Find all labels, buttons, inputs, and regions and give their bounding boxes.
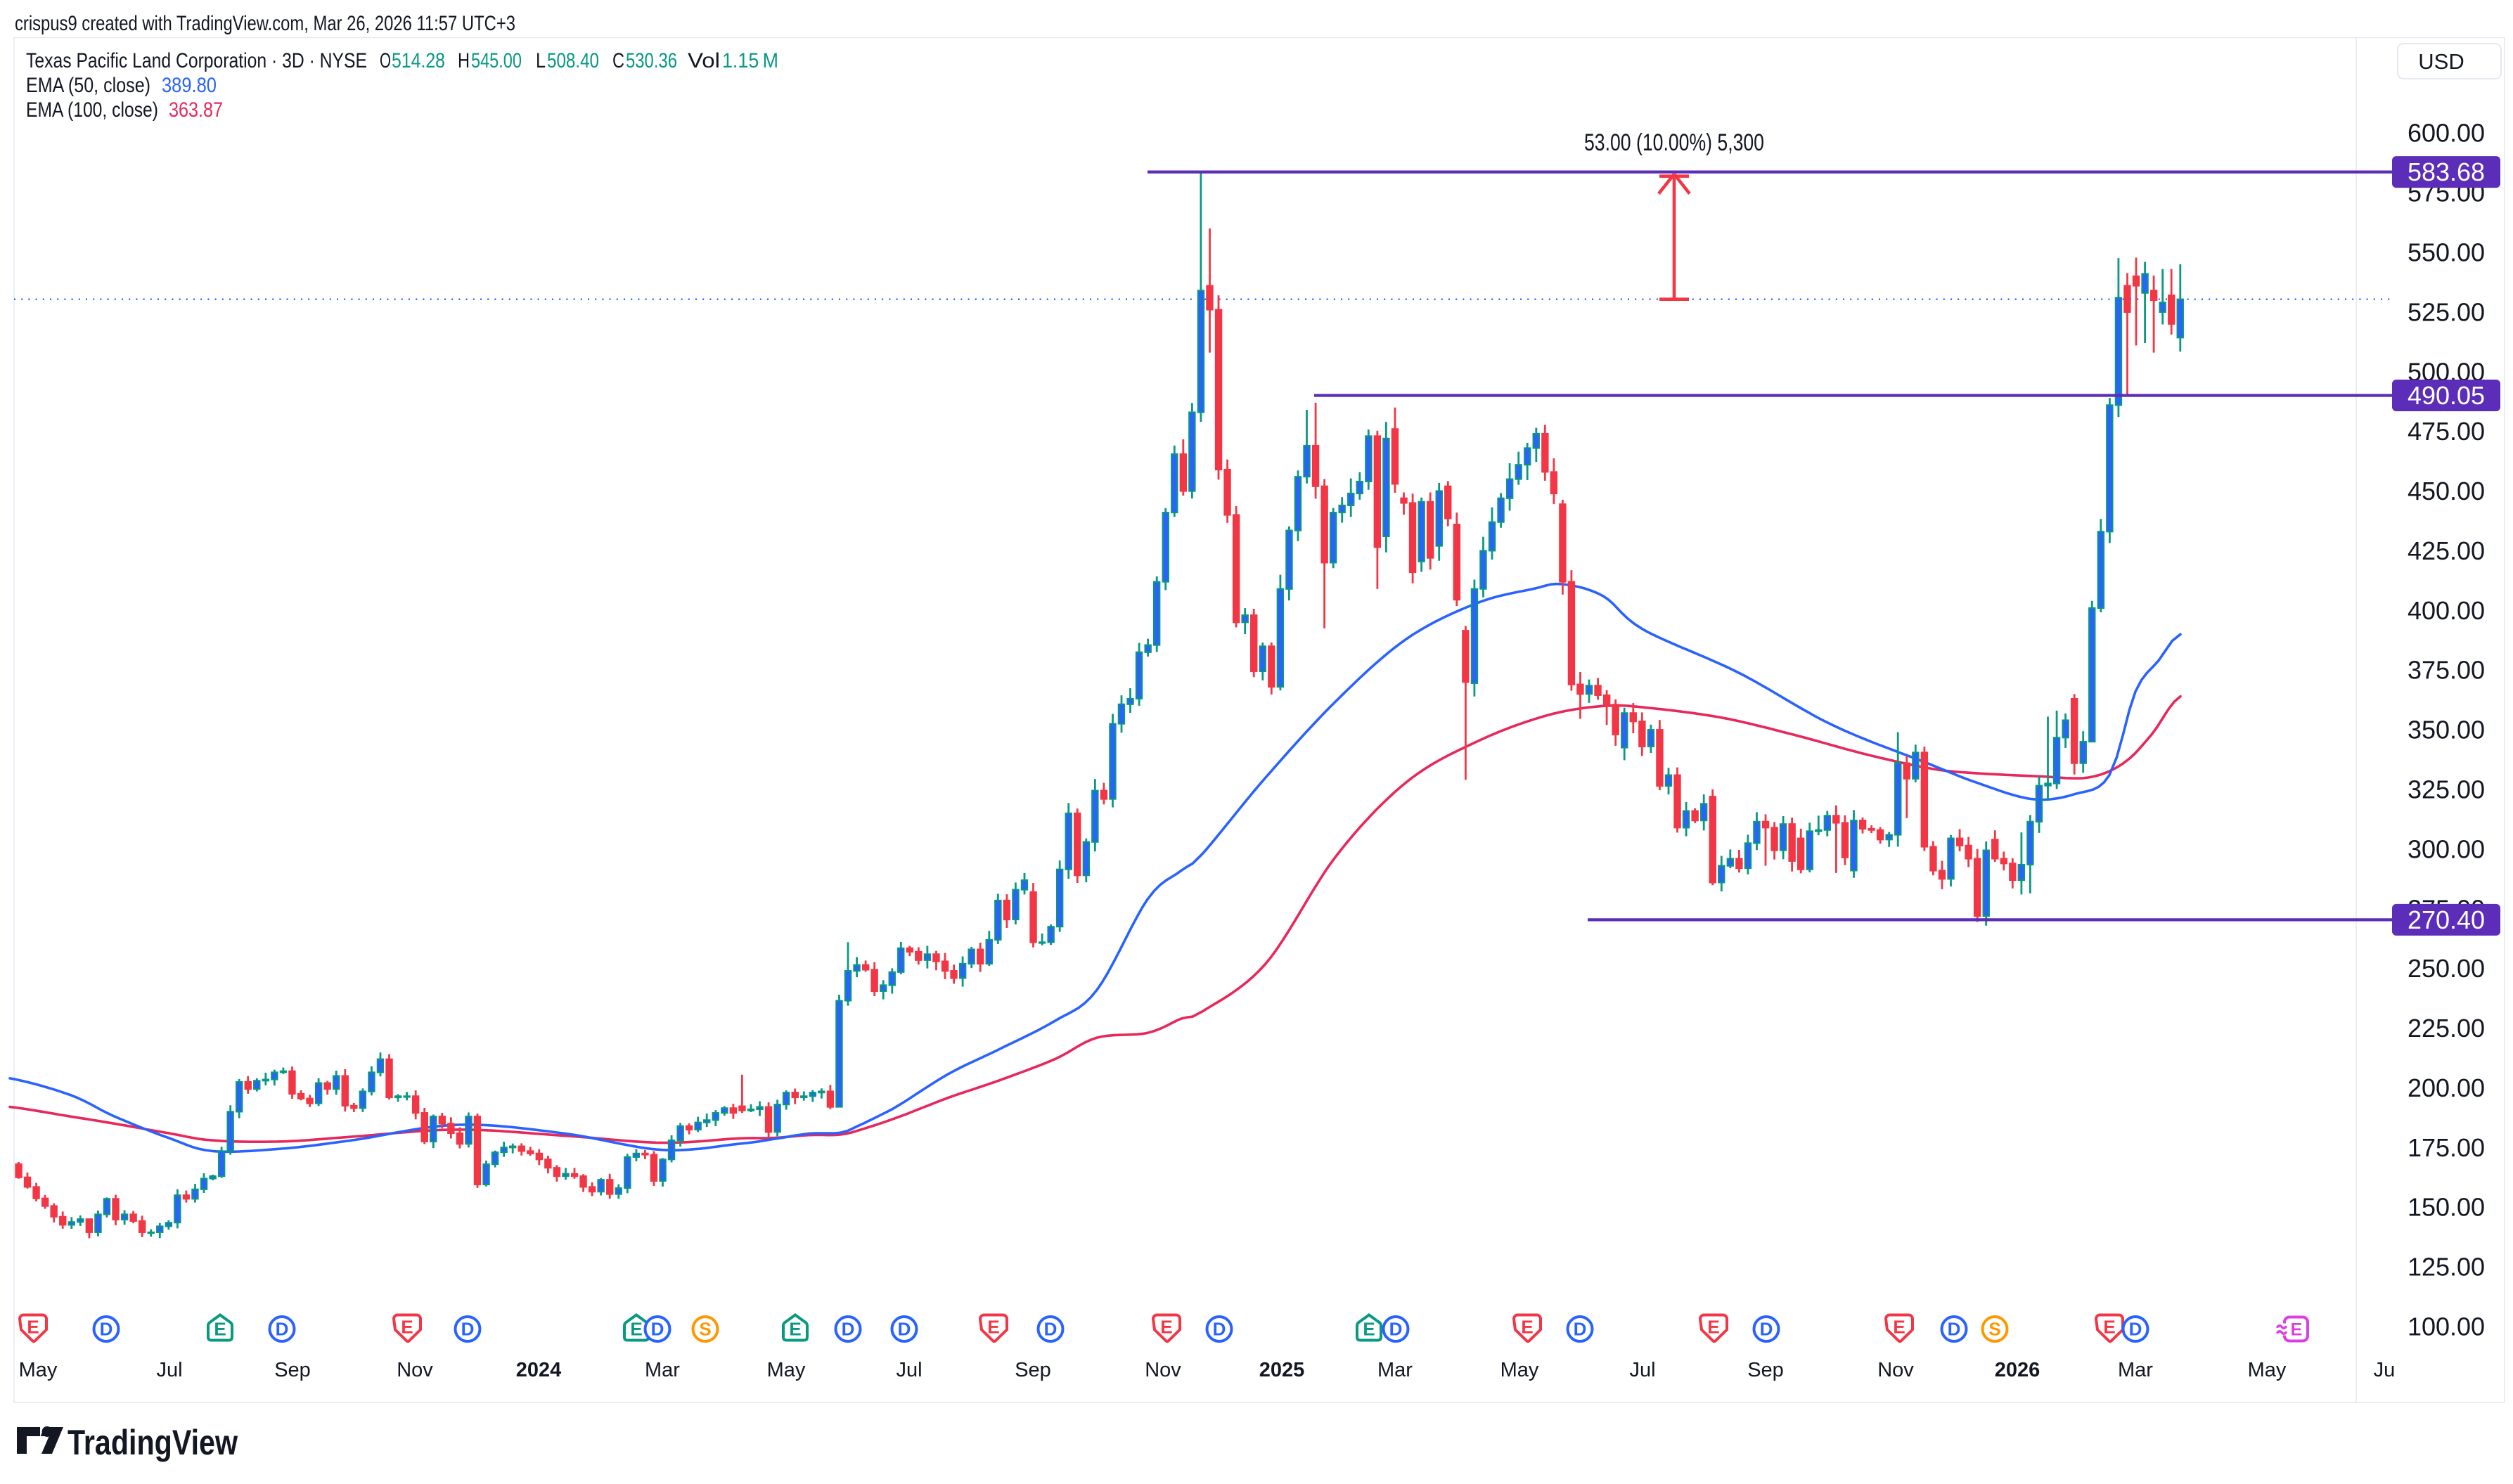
svg-text:Jul: Jul xyxy=(156,1359,182,1381)
svg-text:May: May xyxy=(1500,1359,1539,1381)
svg-text:E: E xyxy=(1160,1317,1172,1338)
svg-text:100.00: 100.00 xyxy=(2408,1312,2485,1341)
svg-text:D: D xyxy=(276,1319,289,1340)
svg-text:EMA (100, close): EMA (100, close) xyxy=(26,98,158,122)
svg-text:D: D xyxy=(651,1319,664,1340)
svg-text:550.00: 550.00 xyxy=(2408,238,2485,267)
svg-text:350.00: 350.00 xyxy=(2408,716,2485,744)
svg-text:Ju: Ju xyxy=(2374,1359,2396,1381)
svg-text:425.00: 425.00 xyxy=(2408,536,2485,565)
svg-text:D: D xyxy=(1760,1319,1773,1340)
svg-text:53.00 (10.00%) 5,300: 53.00 (10.00%) 5,300 xyxy=(1584,129,1764,156)
svg-text:583.68: 583.68 xyxy=(2408,157,2485,186)
svg-text:EMA (50, close): EMA (50, close) xyxy=(26,74,150,97)
svg-text:389.80: 389.80 xyxy=(162,74,217,97)
svg-text:450.00: 450.00 xyxy=(2408,477,2485,505)
svg-text:TradingView: TradingView xyxy=(68,1423,238,1462)
svg-text:Mar: Mar xyxy=(2118,1359,2153,1381)
svg-text:E: E xyxy=(1363,1319,1375,1340)
svg-text:USD: USD xyxy=(2418,49,2464,74)
svg-text:Nov: Nov xyxy=(1877,1359,1914,1381)
svg-text:S: S xyxy=(1988,1319,2000,1340)
svg-text:250.00: 250.00 xyxy=(2408,954,2485,983)
svg-text:Sep: Sep xyxy=(1747,1359,1784,1381)
svg-text:Jul: Jul xyxy=(1629,1359,1655,1381)
svg-text:C: C xyxy=(612,49,624,72)
svg-text:270.40: 270.40 xyxy=(2408,905,2485,934)
svg-text:L: L xyxy=(536,49,546,72)
svg-text:D: D xyxy=(1948,1319,1961,1340)
svg-text:May: May xyxy=(19,1359,58,1381)
svg-text:Sep: Sep xyxy=(274,1359,311,1381)
svg-text:E: E xyxy=(630,1319,642,1340)
svg-text:D: D xyxy=(2129,1319,2142,1340)
svg-text:E: E xyxy=(27,1317,39,1338)
svg-text:125.00: 125.00 xyxy=(2408,1253,2485,1282)
svg-text:Vol: Vol xyxy=(688,49,720,72)
svg-text:545.00: 545.00 xyxy=(471,49,522,72)
svg-text:D: D xyxy=(1044,1319,1058,1340)
svg-text:325.00: 325.00 xyxy=(2408,775,2485,804)
svg-text:H: H xyxy=(458,49,470,72)
svg-text:1.15 M: 1.15 M xyxy=(722,49,778,72)
svg-text:E: E xyxy=(2291,1320,2303,1340)
svg-text:May: May xyxy=(2248,1359,2287,1381)
svg-text:D: D xyxy=(1574,1319,1587,1340)
svg-text:E: E xyxy=(1893,1317,1905,1338)
svg-text:2026: 2026 xyxy=(1995,1359,2040,1381)
svg-text:Sep: Sep xyxy=(1015,1359,1051,1381)
svg-text:Texas Pacific Land Corporation: Texas Pacific Land Corporation · 3D · NY… xyxy=(26,49,367,72)
svg-text:O: O xyxy=(380,49,391,72)
svg-text:175.00: 175.00 xyxy=(2408,1133,2485,1162)
svg-text:Nov: Nov xyxy=(397,1359,433,1381)
svg-text:D: D xyxy=(1213,1319,1226,1340)
svg-text:375.00: 375.00 xyxy=(2408,656,2485,685)
svg-text:525.00: 525.00 xyxy=(2408,297,2485,326)
svg-text:D: D xyxy=(842,1319,855,1340)
svg-text:E: E xyxy=(401,1317,413,1338)
svg-text:514.28: 514.28 xyxy=(392,49,445,72)
svg-text:Mar: Mar xyxy=(645,1359,680,1381)
svg-text:200.00: 200.00 xyxy=(2408,1073,2485,1102)
svg-text:Mar: Mar xyxy=(1377,1359,1413,1381)
svg-text:D: D xyxy=(100,1319,113,1340)
svg-text:490.05: 490.05 xyxy=(2408,381,2485,410)
svg-text:150.00: 150.00 xyxy=(2408,1193,2485,1222)
svg-text:508.40: 508.40 xyxy=(547,49,599,72)
svg-text:E: E xyxy=(1707,1317,1719,1338)
svg-text:2025: 2025 xyxy=(1259,1359,1305,1381)
svg-text:363.87: 363.87 xyxy=(169,98,223,122)
svg-text:crispus9 created with TradingV: crispus9 created with TradingView.com, M… xyxy=(15,12,515,35)
svg-text:D: D xyxy=(898,1319,911,1340)
svg-text:300.00: 300.00 xyxy=(2408,834,2485,863)
svg-text:E: E xyxy=(789,1319,801,1340)
svg-text:400.00: 400.00 xyxy=(2408,596,2485,625)
svg-text:E: E xyxy=(1521,1317,1533,1338)
svg-text:Jul: Jul xyxy=(896,1359,922,1381)
svg-text:D: D xyxy=(1389,1319,1403,1340)
svg-text:May: May xyxy=(767,1359,806,1381)
svg-text:S: S xyxy=(699,1319,711,1340)
svg-text:E: E xyxy=(214,1319,226,1340)
svg-text:D: D xyxy=(461,1319,475,1340)
svg-text:Nov: Nov xyxy=(1145,1359,1181,1381)
svg-text:475.00: 475.00 xyxy=(2408,417,2485,446)
svg-text:E: E xyxy=(987,1317,999,1338)
svg-text:225.00: 225.00 xyxy=(2408,1014,2485,1043)
svg-text:600.00: 600.00 xyxy=(2408,119,2485,148)
svg-text:530.36: 530.36 xyxy=(626,49,677,72)
svg-text:2024: 2024 xyxy=(516,1359,562,1381)
svg-text:E: E xyxy=(2103,1317,2115,1338)
